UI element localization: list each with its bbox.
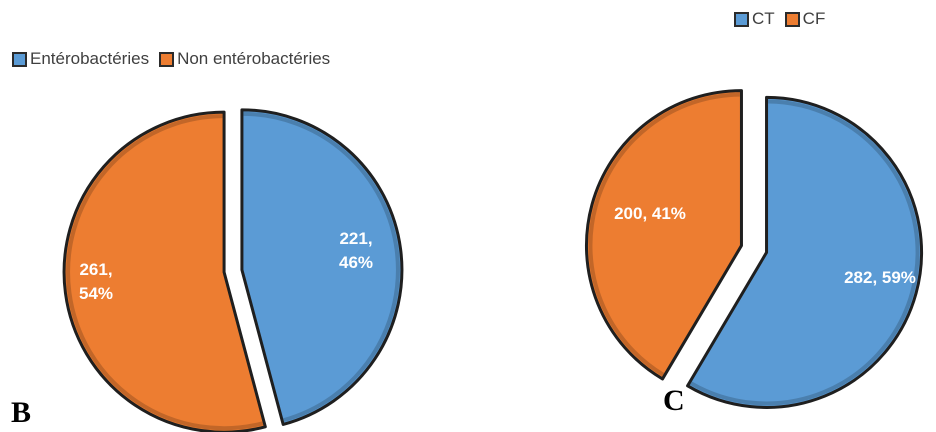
legend-swatch-orange [784, 11, 800, 27]
legend-chart-b: Entérobactéries Non entérobactéries [12, 49, 340, 69]
pie-slice-non-ent-robact-ries [62, 110, 267, 432]
data-label: 200, 41% [614, 204, 686, 223]
legend-label: Non entérobactéries [177, 49, 331, 68]
panel-letter-c: C [663, 384, 685, 417]
legend-item-non-enterobacteries: Non entérobactéries [159, 49, 330, 69]
data-label: 221, 46% [339, 229, 373, 272]
pie-slice-rim [689, 99, 920, 406]
pie-slice-cf [585, 89, 743, 381]
pie-slice-ct [686, 95, 923, 409]
data-label: 282, 59% [844, 268, 916, 287]
pie-slice-rim [243, 111, 400, 423]
legend-item-cf: CF [784, 9, 826, 29]
pie-slice-rim [588, 92, 740, 377]
legend-swatch-blue [12, 51, 27, 67]
legend-item-enterobacteries: Entérobactéries [12, 49, 149, 69]
pie-slice-ent-robact-ries [240, 108, 404, 426]
legend-swatch-orange [159, 51, 175, 67]
legend-label: CT [752, 9, 775, 28]
legend-swatch-blue [734, 11, 749, 27]
legend-label: CF [802, 9, 826, 28]
legend-item-ct: CT [734, 9, 775, 29]
legend-label: Entérobactéries [30, 49, 150, 68]
panel-letter-b: B [11, 396, 32, 429]
data-label: 261, 54% [79, 260, 113, 303]
pie-slice-rim [66, 114, 264, 431]
legend-chart-c: CT CF [734, 9, 835, 29]
